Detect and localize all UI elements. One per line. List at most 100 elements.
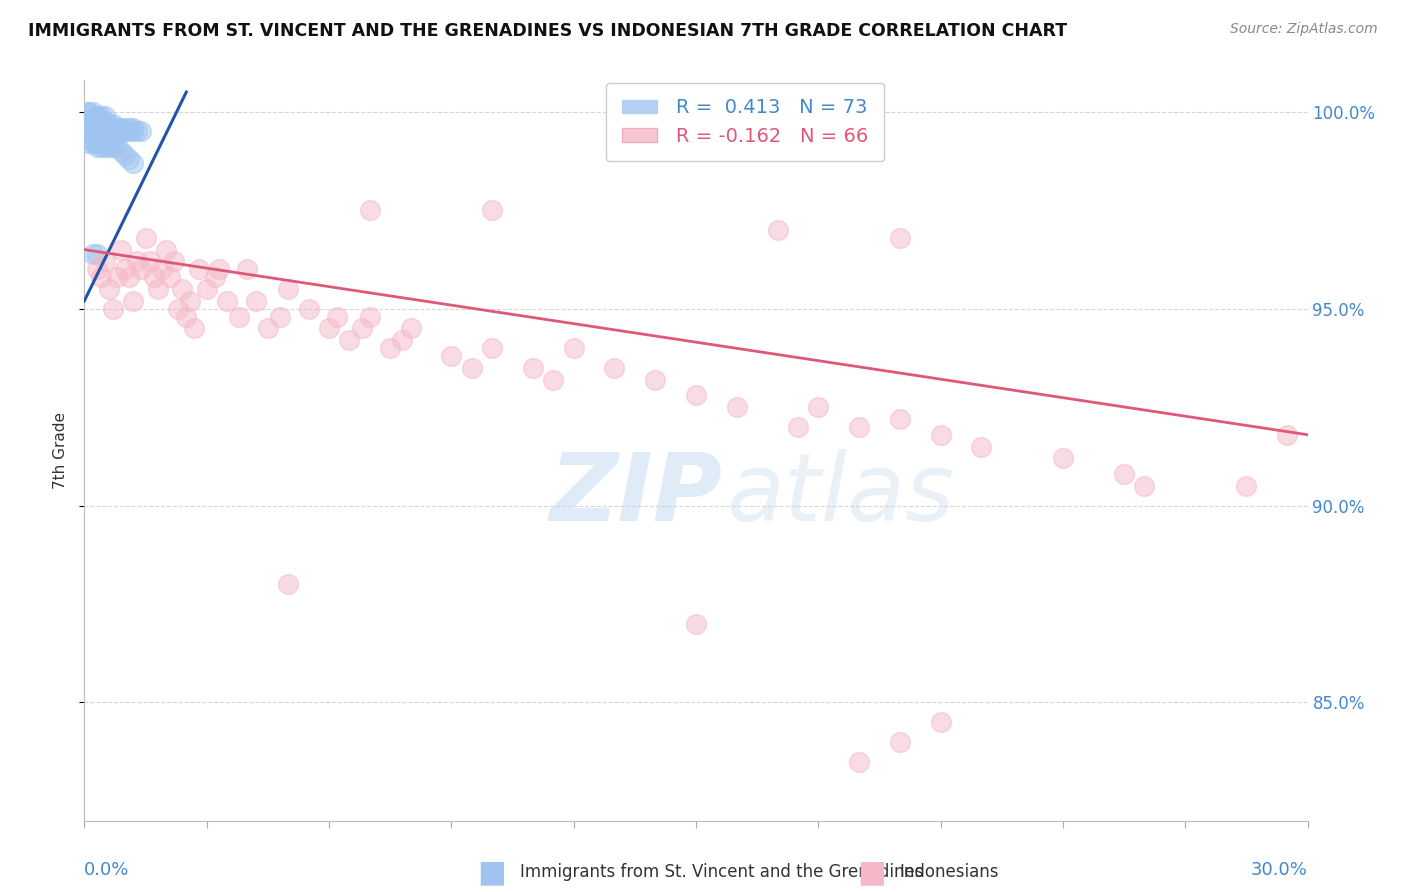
Point xyxy=(82,112,104,127)
Point xyxy=(90,270,112,285)
Point xyxy=(105,140,128,154)
Point xyxy=(97,282,120,296)
Point xyxy=(277,577,299,591)
Point xyxy=(118,270,141,285)
Point xyxy=(461,360,484,375)
Point xyxy=(208,262,231,277)
Point xyxy=(77,104,100,119)
Text: IMMIGRANTS FROM ST. VINCENT AND THE GRENADINES VS INDONESIAN 7TH GRADE CORRELATI: IMMIGRANTS FROM ST. VINCENT AND THE GREN… xyxy=(28,22,1067,40)
Point xyxy=(90,136,112,151)
Point xyxy=(257,321,280,335)
Point xyxy=(105,124,128,138)
Point xyxy=(359,310,381,324)
Point xyxy=(93,136,115,151)
Point xyxy=(174,310,197,324)
Text: Source: ZipAtlas.com: Source: ZipAtlas.com xyxy=(1230,22,1378,37)
Point xyxy=(1236,479,1258,493)
Point xyxy=(350,321,373,335)
Point xyxy=(86,120,108,135)
Point xyxy=(86,117,108,131)
Point xyxy=(90,132,112,146)
Point xyxy=(269,310,291,324)
Point xyxy=(86,132,108,146)
Point xyxy=(77,117,100,131)
Point xyxy=(228,310,250,324)
Point xyxy=(929,715,952,730)
Point xyxy=(82,117,104,131)
Point xyxy=(105,270,128,285)
Point xyxy=(86,128,108,143)
Point xyxy=(135,231,157,245)
Point xyxy=(118,152,141,166)
Point xyxy=(93,128,115,143)
Point xyxy=(93,117,115,131)
Point xyxy=(110,120,132,135)
Point xyxy=(105,120,128,135)
Point xyxy=(440,349,463,363)
Point xyxy=(127,124,149,138)
Point xyxy=(93,124,115,138)
Point xyxy=(298,301,321,316)
Point xyxy=(172,282,194,296)
Point xyxy=(93,254,115,268)
Text: Indonesians: Indonesians xyxy=(900,863,1000,881)
Point xyxy=(929,427,952,442)
Point xyxy=(93,120,115,135)
Point xyxy=(86,109,108,123)
Point xyxy=(82,128,104,143)
Point xyxy=(339,333,361,347)
Text: Immigrants from St. Vincent and the Grenadines: Immigrants from St. Vincent and the Gren… xyxy=(520,863,924,881)
Text: ■: ■ xyxy=(478,858,506,887)
Point xyxy=(245,293,267,308)
Point xyxy=(86,109,108,123)
Point xyxy=(204,270,226,285)
Point xyxy=(1277,427,1299,442)
Point xyxy=(101,124,124,138)
Point xyxy=(122,156,145,170)
Point xyxy=(187,262,209,277)
Point xyxy=(127,254,149,268)
Point xyxy=(90,120,112,135)
Point xyxy=(848,755,870,769)
Point xyxy=(90,128,112,143)
Point xyxy=(970,440,993,454)
Point xyxy=(77,120,100,135)
Point xyxy=(90,112,112,127)
Point xyxy=(179,293,201,308)
Point xyxy=(86,124,108,138)
Point xyxy=(562,341,585,355)
Point xyxy=(236,262,259,277)
Point xyxy=(326,310,349,324)
Point xyxy=(82,246,104,260)
Point xyxy=(82,120,104,135)
Point xyxy=(97,117,120,131)
Point xyxy=(101,140,124,154)
Point xyxy=(82,128,104,143)
Point xyxy=(889,231,911,245)
Point xyxy=(114,120,136,135)
Point xyxy=(97,128,120,143)
Point xyxy=(603,360,626,375)
Point xyxy=(159,270,181,285)
Point xyxy=(114,262,136,277)
Point xyxy=(142,270,165,285)
Point xyxy=(86,136,108,151)
Point xyxy=(97,120,120,135)
Point xyxy=(90,124,112,138)
Legend: R =  0.413   N = 73, R = -0.162   N = 66: R = 0.413 N = 73, R = -0.162 N = 66 xyxy=(606,83,884,161)
Point xyxy=(1052,451,1074,466)
Point xyxy=(1133,479,1156,493)
Point xyxy=(118,120,141,135)
Point xyxy=(167,301,190,316)
Point xyxy=(131,124,153,138)
Point xyxy=(1114,467,1136,481)
Point xyxy=(110,144,132,158)
Point xyxy=(399,321,422,335)
Point xyxy=(522,360,544,375)
Point xyxy=(481,203,503,218)
Point xyxy=(391,333,413,347)
Point xyxy=(86,140,108,154)
Point xyxy=(644,373,666,387)
Point xyxy=(889,735,911,749)
Point xyxy=(766,223,789,237)
